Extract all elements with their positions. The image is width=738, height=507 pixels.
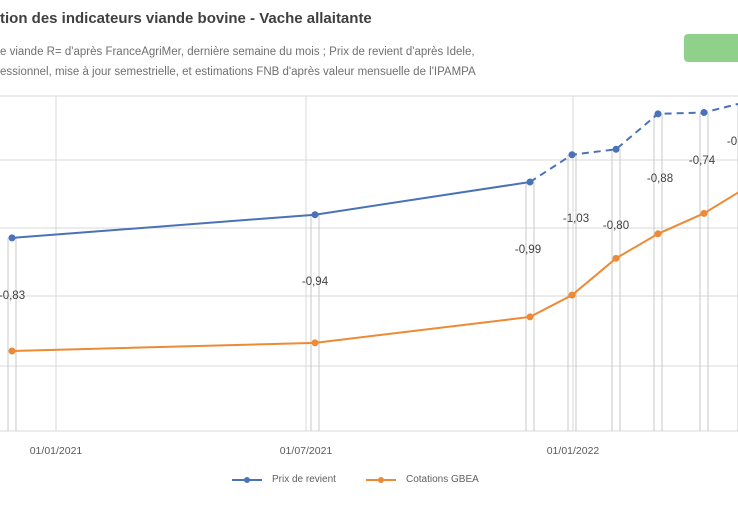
legend-item-cotations-gbea: Cotations GBEA: [366, 474, 479, 485]
data-point: [654, 230, 662, 238]
legend-label-cotations-gbea: Cotations GBEA: [406, 474, 479, 485]
x-tick-label: 01/01/2022: [547, 445, 600, 457]
legend-item-prix-de-revient: Prix de revient: [232, 474, 336, 485]
legend-label-prix-de-revient: Prix de revient: [272, 474, 336, 485]
legend-swatch-orange: [366, 476, 396, 483]
gap-label: -0,88: [647, 173, 673, 185]
data-point: [654, 110, 662, 118]
line-chart: 01/01/2021 01/07/2021 01/01/2022 -0,83 -0,94…: [0, 95, 738, 457]
gap-label: -0,74: [689, 155, 716, 167]
legend-swatch-blue: [232, 476, 262, 483]
gap-label: -0: [727, 136, 737, 148]
subtitle-line-2: essionnel, mise à jour semestrielle, et …: [0, 66, 476, 78]
data-point: [568, 151, 576, 159]
series-line: [11, 181, 531, 239]
gap-label: -0,83: [0, 290, 25, 302]
subtitle-line-1: e viande R= d'après FranceAgriMer, derni…: [0, 46, 475, 58]
gap-label: -0,80: [603, 220, 629, 232]
data-point: [8, 234, 16, 242]
data-point: [8, 347, 16, 355]
gap-label: -0,94: [302, 276, 329, 288]
x-tick-label: 01/01/2021: [30, 445, 83, 457]
data-point: [700, 209, 708, 217]
data-point: [568, 291, 576, 299]
data-point: [526, 178, 534, 186]
chart-title: tion des indicateurs viande bovine - Vac…: [0, 10, 372, 27]
series-line: [11, 191, 738, 352]
data-point: [612, 145, 620, 153]
data-point: [311, 339, 319, 347]
series-line-dashed: [529, 102, 738, 183]
green-button[interactable]: [684, 34, 738, 62]
x-tick-label: 01/07/2021: [280, 445, 333, 457]
data-point: [700, 108, 708, 116]
data-point: [526, 313, 534, 321]
gap-label: -1,03: [563, 213, 589, 225]
data-point: [612, 254, 620, 262]
data-point: [311, 211, 319, 219]
chart-legend: Prix de revient Cotations GBEA: [0, 474, 738, 492]
chart-subtitle: e viande R= d'après FranceAgriMer, derni…: [0, 42, 476, 82]
gap-label: -0,99: [515, 244, 541, 256]
